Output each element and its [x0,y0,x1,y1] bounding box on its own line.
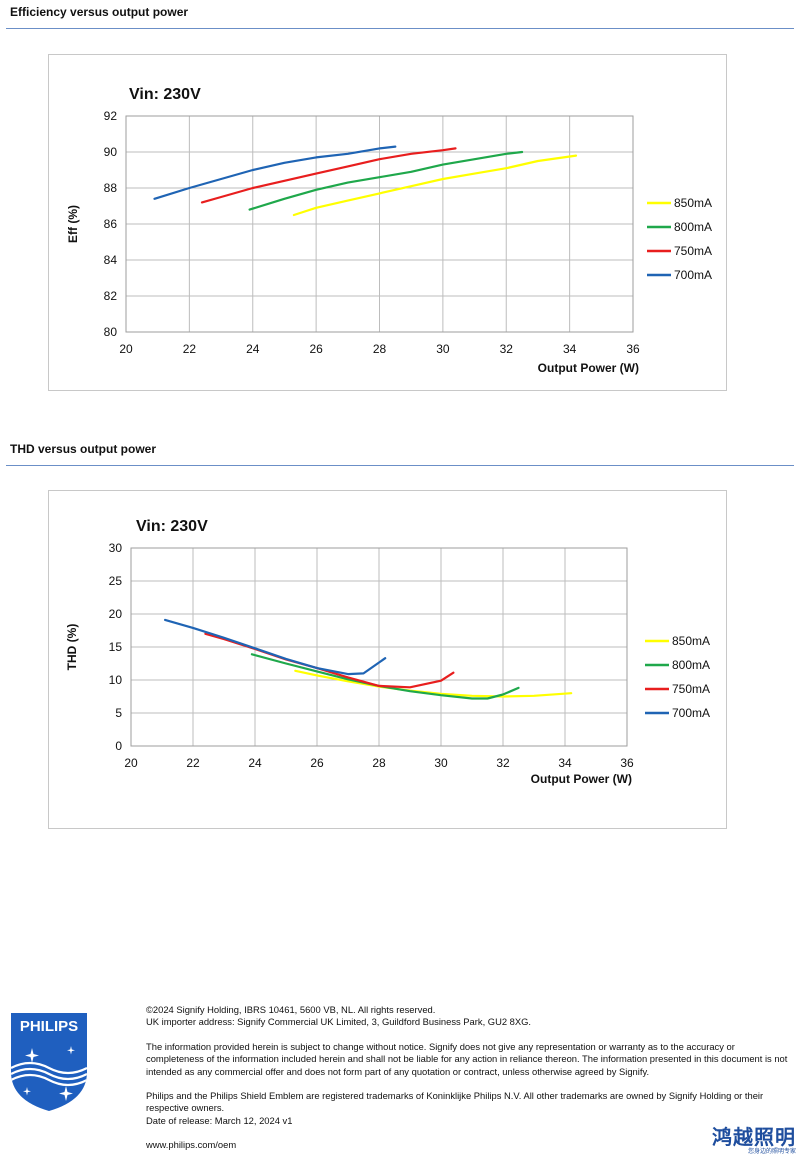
y-tick-label: 90 [104,145,118,159]
x-tick-label: 22 [183,342,197,356]
watermark: 鸿越照明 您身边的照明专家 [704,1126,796,1156]
y-tick-label: 5 [115,706,122,720]
y-axis-label: THD (%) [65,624,79,671]
release-date-text: Date of release: March 12, 2024 v1 [146,1114,293,1126]
section-divider [6,465,794,466]
y-tick-label: 0 [115,739,122,753]
x-tick-label: 36 [626,342,640,356]
series-line-800mA [248,150,524,211]
series-line-850mA [292,154,578,217]
plot-area [125,115,634,333]
thd-chart: 0 5 10 15 20 25 30 20 22 24 26 28 30 32 34 36 Vin: 230V O… [65,518,710,786]
y-tick-label: 92 [104,109,118,123]
legend-label: 750mA [672,682,710,696]
x-axis-label: Output Power (W) [531,772,632,786]
trademarks-text: Philips and the Philips Shield Emblem ar… [146,1090,764,1114]
y-tick-label: 20 [109,607,123,621]
thd-chart-frame: 0 5 10 15 20 25 30 20 22 24 26 28 30 32 34 36 Vin: 230V O… [48,490,727,829]
series-line-700mA [163,618,387,676]
y-tick-label: 30 [109,541,123,555]
importer-text: UK importer address: Signify Commercial … [146,1016,532,1028]
x-tick-label: 26 [309,342,323,356]
legend-label: 850mA [672,634,710,648]
efficiency-chart-frame: 80 82 84 86 88 90 92 20 22 24 26 28 30 32 34 36 Vin: 230… [48,54,727,391]
logo-wordmark: PHILIPS [20,1018,78,1035]
x-tick-label: 28 [373,342,387,356]
x-tick-label: 26 [310,756,324,770]
philips-shield-icon: PHILIPS [11,1013,87,1111]
x-tick-label: 34 [558,756,572,770]
y-tick-label: 25 [109,574,123,588]
watermark-main-text: 鸿越照明 [712,1125,796,1149]
legend-label: 850mA [674,196,712,210]
series-line-800mA [250,653,520,700]
disclaimer-text: The information provided herein is subje… [146,1040,788,1077]
watermark-sub-text: 您身边的照明专家 [747,1148,796,1155]
series-line-700mA [153,145,397,200]
series-line-750mA [204,632,455,689]
y-tick-label: 80 [104,325,118,339]
legend-label: 800mA [672,658,710,672]
x-tick-label: 32 [496,756,510,770]
x-tick-label: 20 [124,756,138,770]
x-tick-label: 24 [248,756,262,770]
legend-label: 800mA [674,220,712,234]
y-tick-label: 88 [104,181,118,195]
x-tick-label: 30 [434,756,448,770]
y-axis-label: Eff (%) [66,205,80,243]
x-tick-label: 36 [620,756,634,770]
x-tick-label: 24 [246,342,260,356]
plot-area [130,547,628,747]
chart-title: Vin: 230V [129,86,201,103]
efficiency-section-title: Efficiency versus output power [10,5,189,19]
x-axis-label: Output Power (W) [538,361,639,375]
chart-title: Vin: 230V [136,518,208,535]
series-line-750mA [200,147,457,204]
y-tick-label: 86 [104,217,118,231]
x-tick-label: 32 [500,342,514,356]
website-link[interactable]: www.philips.com/oem [146,1139,237,1151]
efficiency-chart: 80 82 84 86 88 90 92 20 22 24 26 28 30 32 34 36 Vin: 230… [66,86,712,375]
y-tick-label: 10 [109,673,123,687]
copyright-text: ©2024 Signify Holding, IBRS 10461, 5600 … [146,1004,436,1015]
y-tick-label: 84 [104,253,118,267]
y-tick-label: 15 [109,640,123,654]
thd-section-title: THD versus output power [10,442,157,456]
x-tick-label: 20 [119,342,133,356]
section-divider [6,28,794,29]
x-tick-label: 22 [186,756,200,770]
legend-label: 700mA [674,268,712,282]
y-tick-label: 82 [104,289,118,303]
footer-legal-text: ©2024 Signify Holding, IBRS 10461, 5600 … [146,1004,792,1152]
x-tick-label: 28 [372,756,386,770]
legend-label: 700mA [672,706,710,720]
x-tick-label: 30 [436,342,450,356]
x-tick-label: 34 [563,342,577,356]
legend-label: 750mA [674,244,712,258]
